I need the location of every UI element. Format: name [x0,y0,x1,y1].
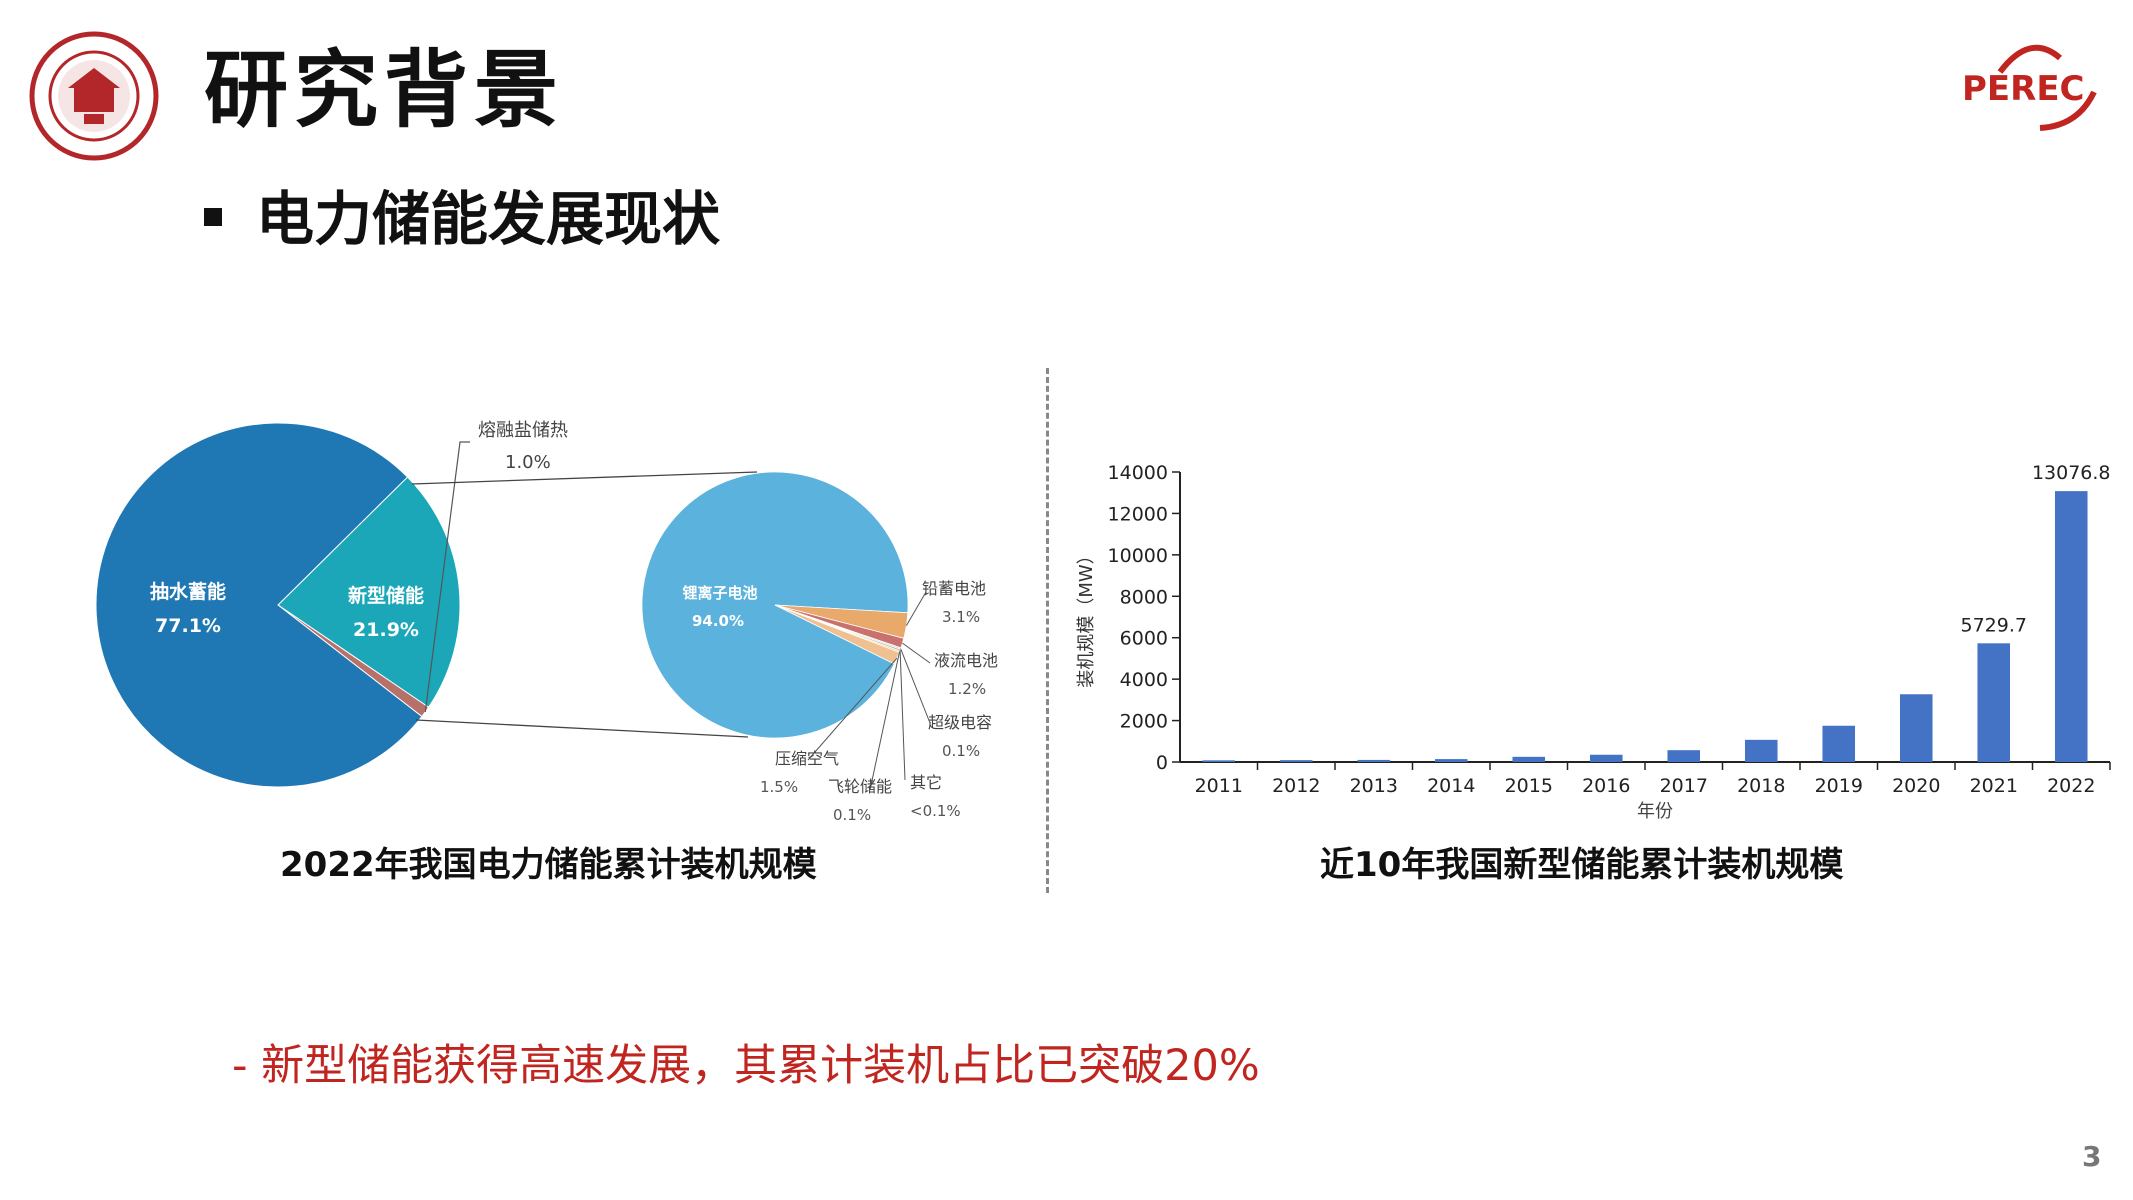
breakdown-label-item-5: 飞轮储能 [828,777,892,796]
bar-data-label-2021: 5729.7 [1961,614,2027,636]
slice-label-molten-salt: 熔融盐储热 [478,420,568,441]
breakdown-value-item-2: 1.2% [948,680,986,698]
breakdown-value-item-3: 0.1% [942,742,980,760]
x-axis-label: 年份 [1637,801,1673,822]
callout-line-item-5 [869,651,901,791]
y-tick-label: 14000 [1108,462,1168,484]
breakdown-value-item-5: 0.1% [833,806,871,824]
page-title: 研究背景 [204,41,565,139]
y-tick-label: 0 [1156,752,1168,774]
perec-brand-logo: PEREC [1960,30,2120,140]
callout-line-item-6 [807,657,898,761]
x-tick-label: 2019 [1815,775,1863,797]
breakdown-value-item-4: <0.1% [910,802,961,820]
bar-data-label-2022: 13076.8 [2032,462,2111,484]
section-heading: 电力储能发展现状 [204,190,720,248]
connector-line-bottom [415,719,749,738]
main-pie [95,422,461,788]
bar-2013 [1357,759,1391,762]
x-tick-label: 2014 [1427,775,1475,797]
x-tick-label: 2017 [1660,775,1708,797]
y-tick-label: 6000 [1120,628,1168,650]
breakdown-label-item-4: 其它 [910,773,942,792]
breakdown-value-item-6: 1.5% [760,778,798,796]
callout-line-item-3 [900,648,931,724]
bar-series: 5729.7 13076.8 [1202,462,2111,762]
y-tick-label: 12000 [1108,503,1168,525]
highlight-statement: - 新型储能获得高速发展，其累计装机占比已突破20% [232,1041,1260,1091]
connector-line-top [411,471,758,485]
pie-labels: 抽水蓄能 77.1% 新型储能 21.9% 熔融盐储热 1.0% 锂离子电池 94.0% 铅蓄电… [150,420,998,824]
y-tick-label: 4000 [1120,669,1168,691]
bar-2021 [1977,643,2011,762]
x-tick-label: 2016 [1582,775,1630,797]
bar-chart-area: 0 2000 4000 6000 8000 10000 12000 14000 2011 2012… [1076,462,2111,822]
y-tick-label: 10000 [1108,545,1168,567]
breakdown-pie [641,471,909,739]
callout-line-item-4 [899,650,906,781]
slice-value-new-storage: 21.9% [353,619,419,641]
breakdown-value-item-1: 3.1% [942,608,980,626]
slice-label-pumped-hydro: 抽水蓄能 [150,580,226,603]
bar-2014 [1434,759,1468,762]
bar-2017 [1667,750,1701,762]
y-tick-label: 8000 [1120,586,1168,608]
bar-2012 [1279,760,1313,762]
breakdown-label-item-1: 铅蓄电池 [922,579,986,598]
bar-2020 [1899,694,1933,762]
pie-slice-item-0 [95,422,423,788]
x-tick-label: 2021 [1970,775,2018,797]
y-axis-label: 装机规模（MW） [1076,546,1097,687]
breakdown-value-li-ion: 94.0% [692,612,744,630]
x-tick-label: 2018 [1737,775,1785,797]
callout-line-item-2 [902,642,931,664]
x-tick-label: 2015 [1505,775,1553,797]
callout-line-molten-salt [424,441,470,713]
dashed-divider [1046,368,1049,893]
bar-2016 [1589,754,1623,762]
pie-slice-item-1 [277,476,461,708]
x-tick-label: 2013 [1350,775,1398,797]
bar-2019 [1822,725,1856,762]
bar-chart-caption: 近10年我国新型储能累计装机规模 [1320,845,1844,885]
pie-chart-caption: 2022年我国电力储能累计装机规模 [280,845,817,885]
slice-label-new-storage: 新型储能 [348,584,424,607]
x-tick-label: 2022 [2047,775,2095,797]
bar-2015 [1512,756,1546,762]
x-tick-label: 2011 [1195,775,1243,797]
section-heading-text: 电力储能发展现状 [256,185,721,253]
x-tick-label: 2020 [1892,775,1940,797]
pie-chart-area: 抽水蓄能 77.1% 新型储能 21.9% 熔融盐储热 1.0% 锂离子电池 94.0% 铅蓄电… [95,420,998,824]
bar-2018 [1744,739,1778,762]
x-tick-label: 2012 [1272,775,1320,797]
slice-value-pumped-hydro: 77.1% [155,615,221,637]
brand-logo-text: PEREC [1962,69,2085,109]
callout-line-item-1 [905,591,927,626]
breakdown-label-item-2: 液流电池 [934,651,998,670]
breakdown-label-item-6: 压缩空气 [775,749,839,768]
breakdown-label-li-ion: 锂离子电池 [682,584,757,602]
bar-axes: 0 2000 4000 6000 8000 10000 12000 14000 2011 2012… [1076,462,2111,822]
bar-2011 [1202,760,1236,762]
breakdown-label-item-3: 超级电容 [928,713,992,732]
bullet-marker [204,207,222,226]
university-seal-logo [28,30,160,162]
slice-value-molten-salt: 1.0% [505,452,551,473]
y-tick-label: 2000 [1120,711,1168,733]
page-number: 3 [2082,1140,2102,1173]
bar-2022 [2054,491,2088,762]
